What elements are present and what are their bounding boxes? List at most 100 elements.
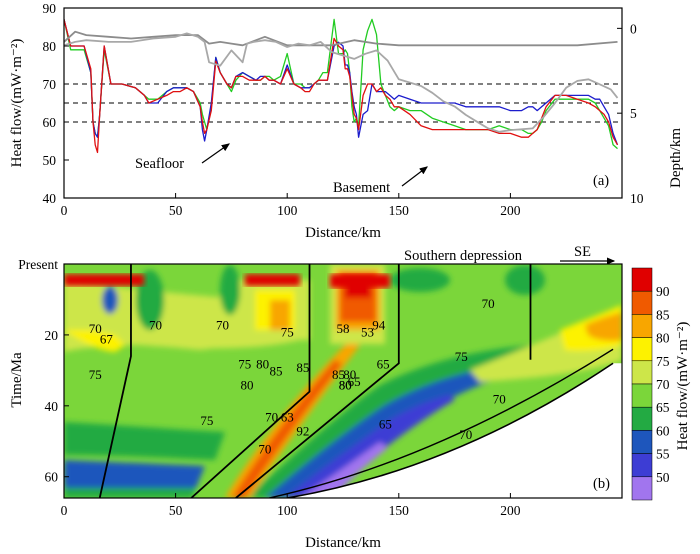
contour-label: 85 <box>332 367 345 382</box>
direction-label: SE <box>574 244 591 260</box>
contour-label: 80 <box>343 367 356 382</box>
colorbar-tick-label: 65 <box>656 400 670 415</box>
series-line-seafloor <box>64 30 618 47</box>
contour-label: 80 <box>339 378 352 393</box>
contour-label: 75 <box>89 367 102 382</box>
panel-b-xlabel: Distance/km <box>305 535 381 551</box>
contour-label: 70 <box>89 321 102 336</box>
panel-b-ytick-label: 40 <box>45 399 59 414</box>
panel-b-xtick-label: 200 <box>500 503 521 518</box>
contour-label: 65 <box>377 356 390 371</box>
colorbar: 50 55 60 65 70 75 80 85 90 <box>631 267 670 501</box>
contour-label: 92 <box>296 424 309 439</box>
panel-b: 7067707570758580758085637570656570757070… <box>9 244 691 551</box>
boundary-line-secondary <box>269 348 614 498</box>
contour-label: 75 <box>281 324 294 339</box>
contour-label: 70 <box>482 296 495 311</box>
panel-a-ytick-label: 70 <box>43 77 57 92</box>
contour-label: 53 <box>361 324 374 339</box>
present-heat-band <box>64 274 144 286</box>
colorbar-tick-label: 90 <box>656 284 670 299</box>
panel-a-y2label: Depth/km <box>668 128 684 188</box>
contour-label: 65 <box>348 374 361 389</box>
colorbar-swatch <box>631 290 653 315</box>
panel-b-xtick-label: 100 <box>277 503 298 518</box>
colorbar-swatch <box>631 360 653 385</box>
contour-label: 80 <box>339 378 352 393</box>
colorbar-swatch <box>631 406 653 431</box>
contour-label: 80 <box>256 356 269 371</box>
panel-b-ylabel: Time/Ma <box>9 352 25 408</box>
fault-line-3 <box>235 264 400 498</box>
basement-annotation: Basement <box>333 180 390 196</box>
series-line-red <box>64 19 619 154</box>
panel-a-y2tick-label: 10 <box>630 191 644 206</box>
panel-a-ylabel: Heat flow/(mW·m⁻²) <box>9 39 25 168</box>
panel-a-y2tick-label: 0 <box>630 21 637 36</box>
contour-label: 85 <box>296 360 309 375</box>
panel-b-ytick-label: 20 <box>45 328 59 343</box>
contour-label: 85 <box>270 363 283 378</box>
region-label: Southern depression <box>404 248 523 264</box>
no-data-wedge <box>287 363 622 498</box>
panel-a-xlabel: Distance/km <box>305 225 381 241</box>
contour-label: 58 <box>337 321 350 336</box>
panel-b-xtick-label: 150 <box>389 503 410 518</box>
contour-label: 70 <box>459 427 472 442</box>
colorbar-swatch <box>631 314 653 338</box>
colorbar-swatch <box>631 430 653 454</box>
panel-a-ytick-label: 80 <box>43 39 57 54</box>
colorbar-swatch <box>631 267 653 292</box>
colorbar-swatch <box>631 383 653 408</box>
contour-label: 70 <box>258 441 271 456</box>
colorbar-tick-label: 60 <box>656 423 670 438</box>
basement-arrow <box>401 166 428 187</box>
panel-a-xtick-label: 150 <box>389 203 410 218</box>
contour-label: 75 <box>200 413 213 428</box>
colorbar-tick-label: 50 <box>656 470 670 485</box>
colorbar-swatch <box>631 337 653 362</box>
fault-line-2 <box>190 264 311 498</box>
contour-label: 80 <box>241 378 254 393</box>
contour-label: 70 <box>493 392 506 407</box>
panel-a-xtick-label: 50 <box>169 203 183 218</box>
heatmap-fields <box>64 264 622 498</box>
fault-line-1 <box>98 264 132 498</box>
panel-a-xtick-label: 100 <box>277 203 298 218</box>
colorbar-label: Heat flow/(mW·m⁻²) <box>675 322 691 451</box>
contour-label: 70 <box>216 317 229 332</box>
series-line-basement <box>64 32 619 133</box>
panel-a-ytick-label: 40 <box>43 191 57 206</box>
panel-b-ytick-label: 60 <box>45 470 59 485</box>
colorbar-swatch <box>631 476 653 501</box>
panel-b-label: (b) <box>593 476 610 492</box>
contour-label: 63 <box>281 409 294 424</box>
contour-label: 67 <box>100 331 114 346</box>
panel-a-ytick-label: 50 <box>43 153 57 168</box>
colorbar-tick-label: 85 <box>656 307 670 322</box>
panel-a-ytick-label: 90 <box>43 1 57 16</box>
colorbar-tick-label: 75 <box>656 354 670 369</box>
contour-label: 70 <box>149 317 162 332</box>
contour-label: 75 <box>455 349 468 364</box>
panel-a-frame <box>63 7 623 199</box>
contour-label: 70 <box>265 409 278 424</box>
panel-b-xtick-label: 50 <box>169 503 183 518</box>
panel-b-ytick-label: Present <box>18 257 58 272</box>
colorbar-tick-label: 80 <box>656 331 670 346</box>
contour-label: 65 <box>379 417 392 432</box>
colorbar-tick-label: 55 <box>656 447 670 462</box>
contour-label: 94 <box>372 317 386 332</box>
seafloor-arrow <box>201 143 230 164</box>
panel-a-label: (a) <box>593 173 609 189</box>
panel-a-ytick-label: 60 <box>43 115 57 130</box>
unconformity-line <box>287 362 614 498</box>
colorbar-tick-label: 70 <box>656 377 670 392</box>
contour-label: 75 <box>238 356 251 371</box>
panel-a-y2tick-label: 5 <box>630 106 637 121</box>
panel-a: 0 50 100 150 200 40 50 60 70 80 90 0 5 10 Heat flow/(… <box>9 1 684 241</box>
panel-a-xtick-label: 0 <box>61 203 68 218</box>
panel-a-xtick-label: 200 <box>500 203 521 218</box>
panel-b-frame <box>63 263 623 499</box>
